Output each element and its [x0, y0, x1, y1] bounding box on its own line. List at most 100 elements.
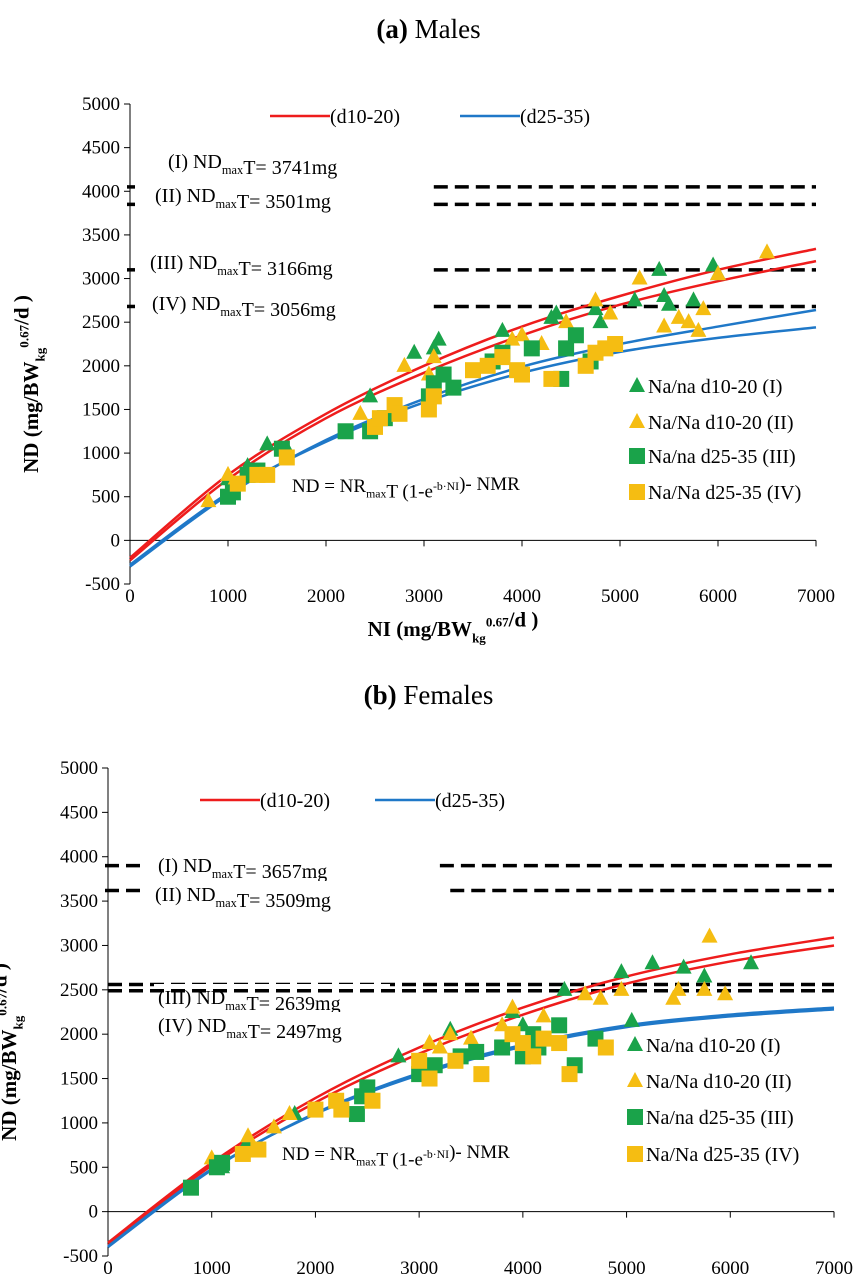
data-point: [695, 300, 712, 316]
ndmax-label: (I) NDmaxT= 3657mg: [158, 855, 327, 883]
data-point: [465, 362, 481, 379]
data-point: [479, 357, 496, 374]
x-tick-label: 5000: [601, 586, 639, 607]
data-point: [543, 370, 560, 387]
data-point: [250, 1141, 267, 1158]
data-point: [592, 989, 609, 1005]
y-tick-label: 0: [89, 1202, 99, 1223]
x-tick-label: 5000: [608, 1258, 646, 1279]
legend-marker: [629, 448, 645, 464]
data-point: [468, 1043, 485, 1060]
data-point: [431, 1038, 448, 1054]
legend-label: Na/Na d10-20 (II): [646, 1071, 792, 1093]
data-point: [514, 1035, 531, 1052]
y-tick-label: 5000: [60, 758, 98, 779]
data-point: [362, 387, 379, 403]
data-point: [607, 336, 624, 352]
legend-marker: [629, 413, 645, 428]
ndmax-label-bg: [146, 249, 382, 275]
data-point: [602, 304, 619, 320]
ndmax-label: (IV) NDmaxT= 3056mg: [152, 293, 336, 321]
data-point: [259, 466, 276, 483]
data-point: [551, 1035, 568, 1052]
data-point: [710, 265, 726, 281]
x-tick-label: 4000: [503, 586, 541, 607]
data-point: [680, 313, 697, 329]
data-point: [592, 313, 609, 329]
chart-males: -500050010001500200025003000350040004500…: [10, 94, 835, 646]
ndmax-label-bg: [154, 1012, 390, 1038]
equation-annotation: ND = NRmaxT (1-e-b·NI)- NMR: [282, 1142, 510, 1171]
x-tick-label: 1000: [209, 586, 247, 607]
legend-marker: [627, 1146, 643, 1162]
x-tick-label: 6000: [699, 586, 737, 607]
y-tick-label: 4500: [82, 138, 120, 159]
y-tick-label: 5000: [82, 94, 120, 115]
ndmax-label: (III) NDmaxT= 3166mg: [150, 252, 333, 280]
x-tick-label: 0: [125, 586, 135, 607]
x-tick-label: 1000: [193, 1258, 231, 1279]
y-axis-label: ND (mg/BWkg0.67/d ): [0, 963, 25, 1141]
curve-legend-label: (d25-35): [520, 106, 590, 128]
data-point: [391, 405, 408, 422]
ndmax-label-bg: [151, 881, 387, 907]
data-point: [587, 291, 604, 307]
data-point: [425, 348, 442, 364]
legend-label: Na/na d25-35 (III): [648, 446, 796, 468]
data-point: [406, 343, 423, 359]
ndmax-label: (II) NDmaxT= 3509mg: [155, 884, 331, 912]
y-tick-label: -500: [85, 574, 120, 595]
panel-b-title-text: Females: [403, 680, 494, 710]
x-axis-label: NI (mg/BWkg0.67/d ): [366, 1280, 537, 1281]
y-tick-label: 3000: [60, 935, 98, 956]
panel-b-title: (b) Females: [0, 680, 857, 711]
data-point: [463, 1029, 479, 1045]
data-point: [430, 330, 447, 346]
data-point: [364, 1092, 381, 1109]
y-tick-label: 500: [92, 487, 121, 508]
data-point: [587, 300, 604, 316]
ndmax-label: (II) NDmaxT= 3501mg: [155, 185, 331, 213]
data-point: [396, 356, 413, 372]
panel-b-title-prefix: (b): [363, 680, 397, 710]
y-tick-label: -500: [63, 1246, 98, 1267]
data-point: [613, 980, 630, 996]
legend-label: Na/Na d25-35 (IV): [646, 1144, 799, 1166]
panel-a-title-text: Males: [414, 14, 481, 44]
data-point: [626, 291, 643, 307]
x-axis-label: NI (mg/BWkg0.67/d ): [368, 608, 539, 646]
data-point: [259, 435, 276, 451]
data-point: [425, 339, 442, 355]
data-point: [535, 1007, 552, 1023]
data-point: [442, 1025, 459, 1041]
data-point: [558, 340, 575, 357]
data-point: [661, 295, 677, 311]
legend-marker: [627, 1072, 643, 1087]
data-point: [644, 954, 661, 970]
y-tick-label: 2500: [60, 980, 98, 1001]
ndmax-label-bg: [154, 984, 390, 1010]
data-point: [556, 980, 573, 996]
data-point: [656, 317, 673, 333]
ndmax-label-bg: [148, 290, 384, 316]
x-tick-label: 6000: [711, 1258, 749, 1279]
data-point: [421, 1034, 438, 1050]
data-point: [685, 291, 702, 307]
legend-label: Na/na d25-35 (III): [646, 1107, 794, 1129]
x-tick-label: 4000: [504, 1258, 542, 1279]
data-point: [265, 1118, 282, 1134]
data-point: [504, 998, 521, 1014]
data-point: [240, 1127, 257, 1143]
data-point: [200, 492, 217, 508]
y-tick-label: 0: [111, 530, 121, 551]
x-tick-label: 3000: [400, 1258, 438, 1279]
data-point: [577, 985, 594, 1001]
equation-annotation: ND = NRmaxT (1-e-b·NI)- NMR: [292, 474, 520, 503]
y-tick-label: 2500: [82, 312, 120, 333]
data-point: [597, 1039, 614, 1056]
data-point: [717, 985, 734, 1001]
data-point: [494, 1039, 511, 1056]
data-point: [352, 404, 369, 420]
data-point: [494, 321, 511, 337]
x-tick-label: 7000: [797, 586, 835, 607]
